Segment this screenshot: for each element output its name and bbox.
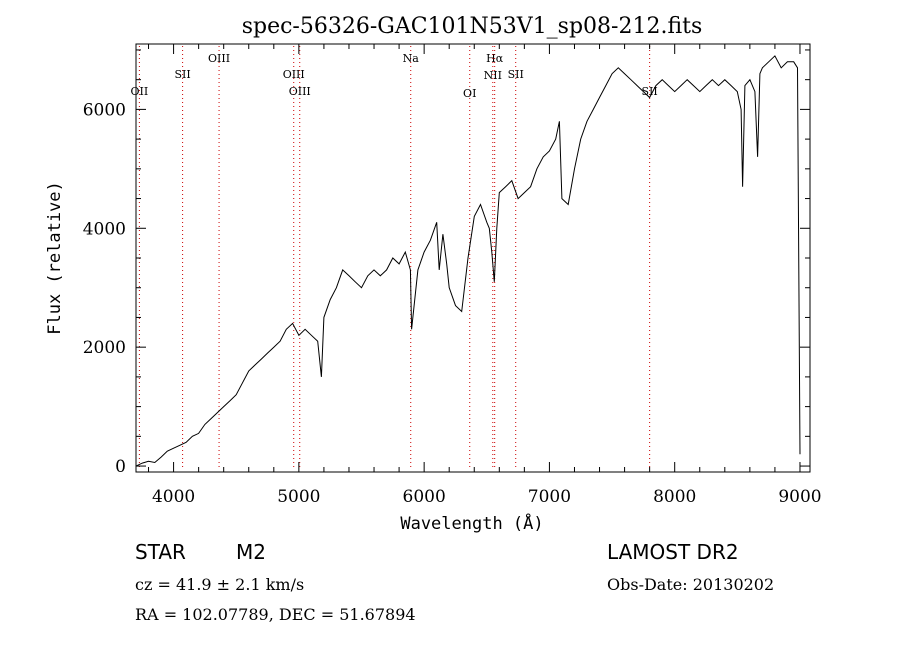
marker-label-8: NII xyxy=(484,69,502,82)
marker-label-3: OIII xyxy=(283,68,305,81)
marker-label-0: OII xyxy=(131,85,149,98)
coordinates: RA = 102.07789, DEC = 51.67894 xyxy=(135,605,416,624)
redshift-velocity: cz = 41.9 ± 2.1 km/s xyxy=(135,575,305,594)
y-tick-label-2: 4000 xyxy=(83,219,126,239)
observation-date: Obs-Date: 20130202 xyxy=(607,575,775,594)
y-tick-label-3: 6000 xyxy=(83,100,126,120)
chart-title: spec-56326-GAC101N53V1_sp08-212.fits xyxy=(242,14,703,39)
object-subclass: M2 xyxy=(236,540,266,564)
marker-label-1: SII xyxy=(174,68,190,81)
object-class: STAR xyxy=(135,540,186,564)
marker-label-6: OI xyxy=(463,87,476,100)
spectrum-line-0 xyxy=(135,55,801,467)
marker-label-4: OIII xyxy=(289,85,311,98)
x-tick-label-1: 5000 xyxy=(277,487,320,507)
y-tick-label-0: 0 xyxy=(115,457,126,477)
x-tick-label-3: 7000 xyxy=(528,487,571,507)
marker-label-5: Na xyxy=(403,52,420,65)
survey-name: LAMOST DR2 xyxy=(607,540,739,564)
plot-frame xyxy=(135,43,811,473)
x-tick-label-0: 4000 xyxy=(152,487,195,507)
spectrum-series xyxy=(135,55,801,467)
marker-label-10: SII xyxy=(642,85,658,98)
marker-label-7: Hα xyxy=(486,52,504,65)
y-tick-label-1: 2000 xyxy=(83,338,126,358)
y-axis-label: Flux (relative) xyxy=(45,181,65,335)
emission-line-markers: OII SII OIII OIII OIII Na OI Hα NII SII SII xyxy=(131,46,658,470)
x-tick-label-4: 8000 xyxy=(653,487,696,507)
marker-label-9: SII xyxy=(508,68,524,81)
x-axis-label: Wavelength (Å) xyxy=(400,512,543,534)
axis-ticks: 4000 5000 6000 7000 8000 9000 0 2000 4000 6000 xyxy=(83,44,822,507)
marker-label-2: OIII xyxy=(208,52,230,65)
x-tick-label-2: 6000 xyxy=(403,487,446,507)
x-tick-label-5: 9000 xyxy=(778,487,821,507)
